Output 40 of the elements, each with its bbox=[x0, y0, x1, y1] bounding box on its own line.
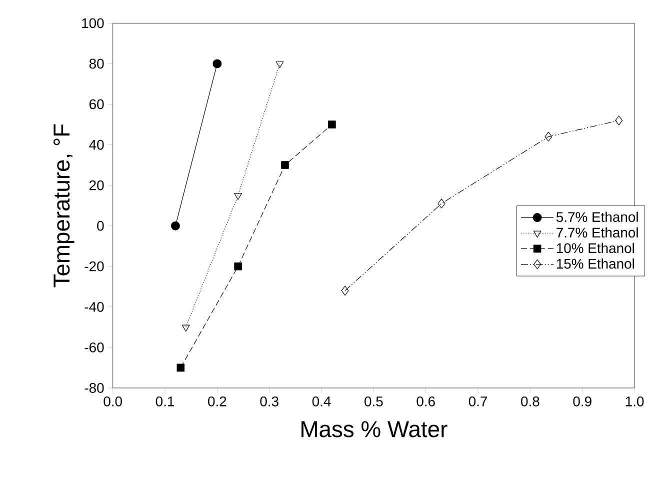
y-tick-label: -80 bbox=[84, 382, 104, 393]
legend-label: 15% Ethanol bbox=[556, 258, 634, 269]
legend-label: 5.7% Ethanol bbox=[556, 212, 638, 222]
y-tick-label: 60 bbox=[90, 99, 104, 110]
x-tick-label: 0.8 bbox=[521, 396, 540, 406]
x-tick-label: 0.6 bbox=[416, 396, 435, 406]
point bbox=[281, 161, 289, 169]
point bbox=[438, 198, 446, 208]
y-tick-label: -20 bbox=[84, 261, 104, 272]
point bbox=[170, 221, 180, 230]
x-tick-label: 0.9 bbox=[573, 396, 592, 406]
y-axis-title: Temperature, °F bbox=[53, 124, 74, 288]
x-tick-label: 0.7 bbox=[468, 396, 488, 406]
y-tick-label: 0 bbox=[97, 220, 104, 231]
point bbox=[328, 120, 336, 128]
y-tick-label: 100 bbox=[82, 18, 104, 28]
point bbox=[234, 262, 242, 270]
point bbox=[212, 59, 222, 68]
point bbox=[276, 61, 284, 68]
x-tick-label: 0.0 bbox=[104, 396, 122, 406]
point bbox=[544, 132, 552, 142]
legend-label: 7.7% Ethanol bbox=[556, 227, 638, 238]
point bbox=[234, 192, 242, 200]
x-tick-label: 1.0 bbox=[626, 396, 644, 406]
x-tick-label: 0.5 bbox=[364, 396, 383, 406]
point bbox=[615, 116, 623, 126]
legend-label: 10% Ethanol bbox=[556, 242, 634, 254]
x-tick-label: 0.1 bbox=[156, 396, 174, 406]
y-tick-label: 40 bbox=[89, 140, 104, 150]
y-tick-label: -40 bbox=[84, 302, 104, 312]
x-axis-title: Mass % Water bbox=[302, 421, 448, 438]
y-tick-label: -60 bbox=[84, 342, 104, 352]
y-tick-label: 20 bbox=[90, 180, 104, 190]
y-tick-label: 80 bbox=[89, 58, 104, 69]
x-tick-label: 0.3 bbox=[260, 396, 278, 406]
point bbox=[176, 364, 185, 372]
x-tick-label: 0.2 bbox=[208, 396, 226, 406]
point bbox=[182, 324, 190, 332]
x-tick-label: 0.4 bbox=[312, 396, 331, 406]
point bbox=[341, 286, 349, 296]
